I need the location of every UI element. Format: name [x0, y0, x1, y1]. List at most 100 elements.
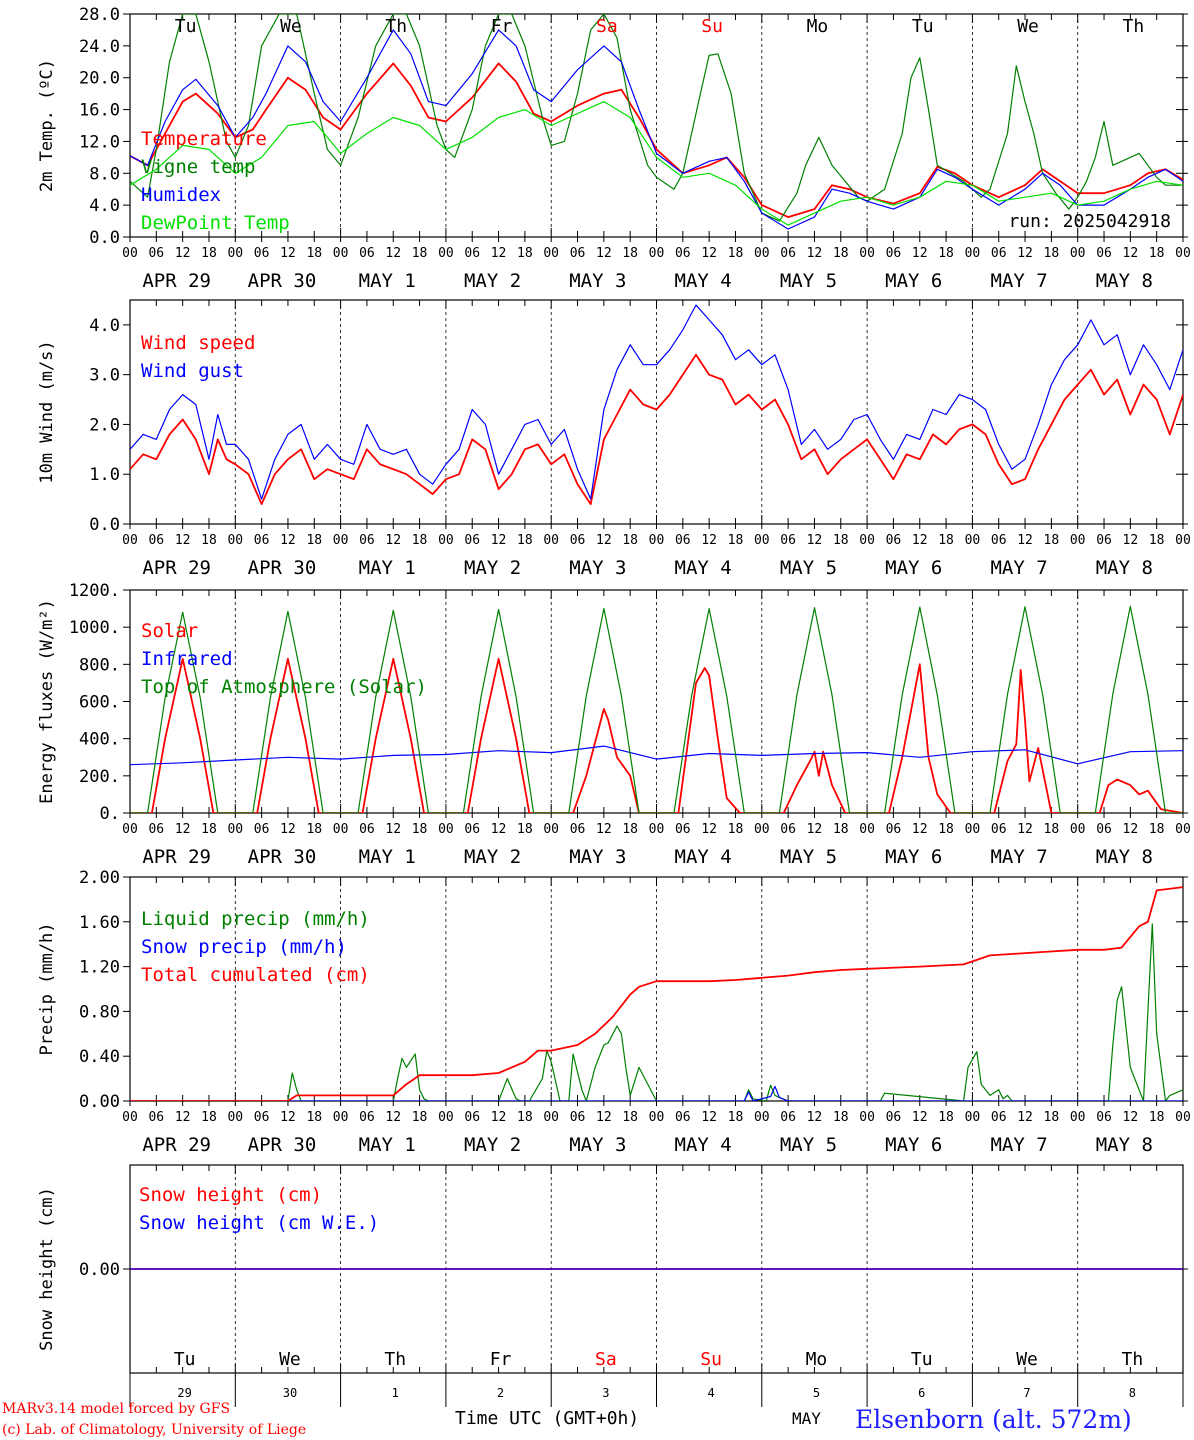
hour-tick-label: 18	[306, 1110, 322, 1125]
hour-tick-label: 00	[543, 1110, 559, 1125]
y-axis-label: 2m Temp. (ºC)	[37, 59, 57, 192]
hour-tick-label: 00	[1175, 1110, 1191, 1125]
y-tick-label: 1000.	[69, 618, 120, 638]
hour-tick-label: 12	[1017, 246, 1033, 261]
hour-tick-label: 00	[227, 246, 243, 261]
legend-entry: Temperature	[141, 128, 267, 150]
hour-tick-label: 00	[122, 822, 138, 837]
hour-tick-label: 12	[701, 822, 717, 837]
station-name: Elsenborn (alt. 572m)	[855, 1405, 1132, 1434]
hour-tick-label: 18	[412, 822, 428, 837]
date-label: MAY 1	[359, 270, 416, 292]
y-tick-label: 8.0	[89, 164, 120, 184]
hour-tick-label: 06	[464, 822, 480, 837]
hour-tick-label: 00	[333, 822, 349, 837]
hour-tick-label: 00	[965, 533, 981, 548]
hour-tick-label: 18	[1044, 533, 1060, 548]
y-tick-label: 0.00	[79, 1092, 120, 1112]
date-label: MAY 2	[464, 557, 521, 579]
hour-tick-label: 12	[912, 533, 928, 548]
date-label: MAY 8	[1096, 846, 1153, 868]
hour-tick-label: 12	[491, 1110, 507, 1125]
weekday-label: Th	[1123, 16, 1145, 37]
hour-tick-label: 18	[1149, 822, 1165, 837]
hour-tick-label: 12	[912, 246, 928, 261]
hour-tick-label: 00	[965, 822, 981, 837]
weekday-label: Tu	[912, 16, 934, 37]
hour-tick-label: 00	[1175, 533, 1191, 548]
date-label: MAY 4	[675, 1134, 732, 1156]
series-lines	[130, 605, 1183, 813]
hour-tick-label: 00	[227, 822, 243, 837]
hour-tick-label: 12	[175, 246, 191, 261]
hour-tick-label: 06	[675, 1110, 691, 1125]
hour-tick-label: 12	[1123, 1110, 1139, 1125]
y-tick-label: 400.	[79, 730, 120, 750]
hour-tick-label: 18	[306, 246, 322, 261]
hour-tick-label: 00	[754, 246, 770, 261]
series-lines	[130, 886, 1183, 1101]
hour-tick-label: 18	[622, 1110, 638, 1125]
date-label: MAY 3	[569, 1134, 626, 1156]
hour-tick-label: 00	[754, 1110, 770, 1125]
y-tick-label: 0.40	[79, 1047, 120, 1067]
weekday-label: We	[1016, 1349, 1038, 1370]
hour-tick-label: 00	[649, 246, 665, 261]
series-solar	[130, 657, 1183, 813]
series-dewpoint-temp	[130, 100, 1183, 226]
date-label: APR 30	[248, 270, 317, 292]
hour-tick-label: 06	[254, 822, 270, 837]
hour-tick-label: 18	[622, 533, 638, 548]
time-axis-label: Time UTC (GMT+0h)	[455, 1408, 639, 1429]
hour-tick-label: 12	[491, 822, 507, 837]
weekday-label: We	[280, 16, 302, 37]
time-axis: 00 06 12 18 APR 29 00 06 12 18 APR 30 00 06 12 18 MAY …	[122, 246, 1191, 292]
date-label: MAY 2	[464, 846, 521, 868]
legend-entry: Liquid precip (mm/h)	[141, 908, 370, 930]
legend-entry: Infrared	[141, 648, 233, 670]
hour-tick-label: 12	[1123, 533, 1139, 548]
legend-entry: Snow height (cm)	[139, 1184, 322, 1206]
date-label: APR 29	[142, 270, 211, 292]
date-label: MAY 3	[569, 846, 626, 868]
panel-energy: 0. 200. 400. 600. 800. 1000. 1200. Energy fluxe…	[37, 581, 1191, 868]
hour-tick-label: 06	[1096, 822, 1112, 837]
hour-tick-label: 06	[675, 822, 691, 837]
hour-tick-label: 12	[1017, 1110, 1033, 1125]
time-axis: 00 06 12 18 APR 29 00 06 12 18 APR 30 00 06 12 18 MAY …	[122, 533, 1191, 579]
hour-tick-label: 12	[807, 533, 823, 548]
hour-tick-label: 06	[359, 246, 375, 261]
month-label: MAY	[792, 1409, 821, 1428]
hour-tick-label: 06	[991, 1110, 1007, 1125]
weekday-label: Th	[384, 1349, 406, 1370]
date-label: MAY 6	[885, 846, 942, 868]
legend-entry: Snow height (cm W.E.)	[139, 1212, 379, 1234]
hour-tick-label: 06	[359, 822, 375, 837]
weekday-label: Tu	[174, 1349, 196, 1370]
footer: MARv3.14 model forced by GFS (c) Lab. of…	[2, 1401, 1132, 1438]
y-axis-label: Precip (mm/h)	[37, 922, 57, 1055]
hour-tick-label: 18	[517, 1110, 533, 1125]
hour-tick-label: 00	[438, 246, 454, 261]
series-lines	[130, 14, 1183, 230]
hour-tick-label: 00	[1070, 533, 1086, 548]
date-label: MAY 7	[990, 1134, 1047, 1156]
series-wind-speed	[130, 353, 1183, 506]
legend-entry: DewPoint Temp	[141, 212, 290, 234]
series-lines	[130, 304, 1183, 506]
y-tick-label: 2.0	[89, 415, 120, 435]
hour-tick-label: 06	[886, 246, 902, 261]
series-top-of-atmosphere-solar	[130, 605, 1183, 813]
y-tick-label: 20.0	[79, 69, 120, 89]
hour-tick-label: 18	[1044, 1110, 1060, 1125]
hour-tick-label: 18	[622, 822, 638, 837]
hour-tick-label: 06	[148, 246, 164, 261]
series-total-cumulated-cm	[130, 886, 1183, 1101]
hour-tick-label: 06	[886, 533, 902, 548]
date-label: MAY 6	[885, 557, 942, 579]
date-label: MAY 8	[1096, 270, 1153, 292]
y-tick-label: 0.80	[79, 1002, 120, 1022]
hour-tick-label: 18	[412, 533, 428, 548]
hour-tick-label: 00	[649, 533, 665, 548]
